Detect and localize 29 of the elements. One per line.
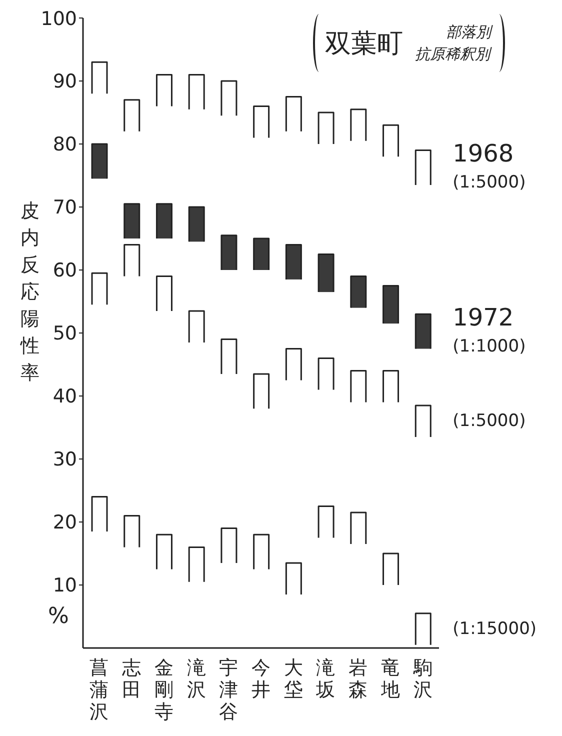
y-tick-label: 20 <box>52 512 77 534</box>
series-label: 1972 (1:1000) <box>452 302 526 356</box>
series-label: (1:5000) <box>452 410 526 431</box>
x-tick-label: 滝沢 <box>186 657 206 701</box>
text: % <box>48 604 69 629</box>
chart-title: 双葉町 <box>325 28 403 60</box>
x-tick-label: 宇津谷 <box>219 657 238 723</box>
series-label: (1:15000) <box>452 618 537 639</box>
x-tick-label: 岩森 <box>348 657 368 701</box>
y-tick-label: 70 <box>52 196 77 219</box>
x-tick-label: 大垈 <box>284 657 303 701</box>
y-tick-label: 90 <box>52 70 77 93</box>
x-tick-label: 駒沢 <box>412 657 432 701</box>
y-tick-label: 100 <box>40 8 77 30</box>
y-tick-label: 30 <box>52 448 77 471</box>
y-tick-label: 40 <box>52 386 77 408</box>
x-tick-label: 菖蒲沢 <box>90 657 109 723</box>
series-label: 1968 (1:5000) <box>452 139 526 192</box>
x-tick-label: 竜地 <box>380 657 400 701</box>
x-tick-label: 志田 <box>122 657 142 701</box>
text: 部落別抗原稀釈別 <box>415 22 493 65</box>
y-tick-label: 10 <box>52 574 77 597</box>
x-tick-label: 金剛寺 <box>154 657 174 723</box>
x-tick-label: 今井 <box>252 657 270 701</box>
y-axis-title: 皮内反応陽性率 <box>19 199 40 386</box>
y-tick-label: 80 <box>52 134 77 156</box>
y-tick-label: 60 <box>52 260 77 282</box>
y-tick-label: 50 <box>52 322 77 345</box>
x-tick-label: 滝坂 <box>315 657 336 701</box>
